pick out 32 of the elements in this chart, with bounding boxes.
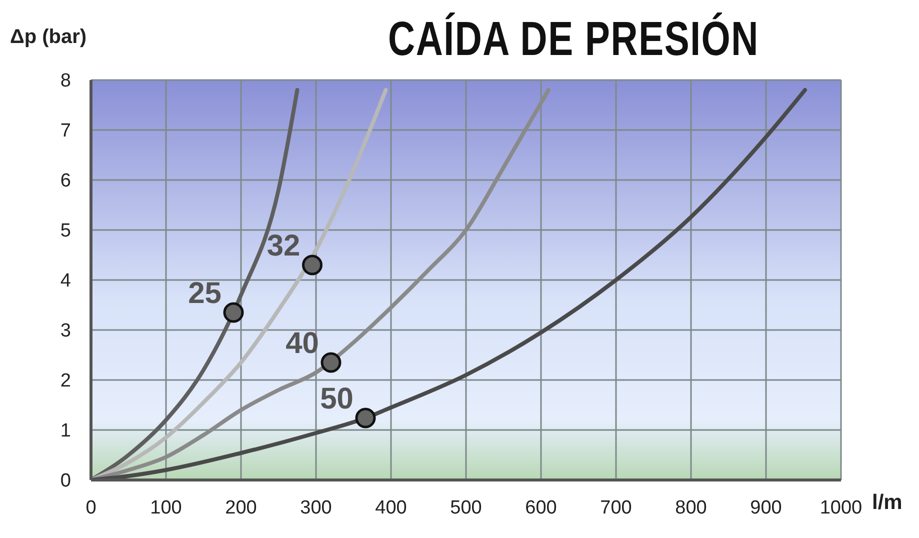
x-tick-label: 900 xyxy=(750,497,782,518)
annotation: 50 xyxy=(320,382,354,416)
x-axis-title: l/m xyxy=(872,491,902,515)
x-tick-label: 200 xyxy=(225,497,257,518)
annotation: 25 xyxy=(188,277,222,310)
y-tick-label: 2 xyxy=(60,370,71,392)
line-series xyxy=(91,88,550,480)
x-tick-label: 400 xyxy=(375,497,407,518)
y-tick-label: 8 xyxy=(60,70,71,92)
line-series xyxy=(91,88,388,480)
x-tick-label: 1000 xyxy=(820,497,862,518)
y-tick-label: 5 xyxy=(60,220,71,242)
x-tick-label: 100 xyxy=(150,497,182,518)
y-tick-label: 4 xyxy=(60,270,72,292)
x-tick-label: 0 xyxy=(86,497,96,518)
y-tick-label: 7 xyxy=(60,120,71,142)
x-tick-label: 700 xyxy=(600,497,632,518)
annotation: 32 xyxy=(266,230,300,263)
point xyxy=(320,352,342,373)
x-tick-label: 500 xyxy=(450,497,482,518)
x-tick-label: 800 xyxy=(675,497,707,518)
chart-title: CAÍDA DE PRESIÓN xyxy=(388,12,759,67)
point xyxy=(355,408,376,428)
y-tick-label: 1 xyxy=(60,420,71,442)
y-axis-title: Δp (bar) xyxy=(10,26,87,49)
y-tick-label: 3 xyxy=(60,320,71,342)
x-tick-label: 600 xyxy=(525,497,557,518)
point xyxy=(302,254,322,276)
y-tick-label: 6 xyxy=(60,170,71,192)
x-tick-label: 300 xyxy=(300,497,332,518)
y-tick-label: 0 xyxy=(60,470,71,492)
point xyxy=(223,302,244,323)
